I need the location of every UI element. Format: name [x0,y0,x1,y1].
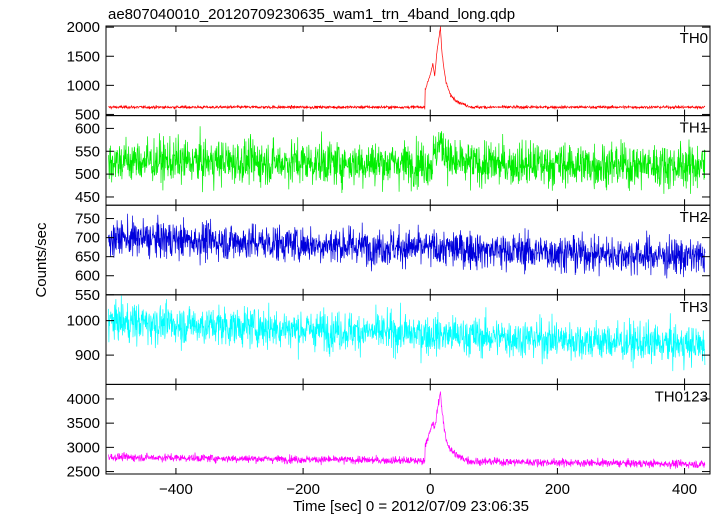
panel-th0: 500 1000 1500 2000 TH0 [67,19,711,123]
y-tick-label: 450 [75,189,100,206]
y-tick-label: 600 [75,120,100,137]
y-tick-label: 500 [75,106,100,123]
panel-label-th3: TH3 [680,299,708,316]
series-line-th0 [108,26,706,111]
x-tick-label: 200 [545,481,570,498]
panel-frame [105,294,711,385]
x-tick-label: −400 [159,481,193,498]
panel-frame [105,383,711,475]
panel-label-th0123: TH0123 [655,388,708,405]
panel-frame [105,25,711,117]
y-tick-label: 750 [75,211,100,228]
x-tick-label: 400 [672,481,697,498]
y-tick-label: 3500 [67,415,100,432]
y-tick-label: 600 [75,268,100,285]
y-tick-label: 550 [75,287,100,304]
series-line-th1 [108,126,706,194]
y-tick-label: 1500 [67,48,100,65]
x-tick-label: 0 [426,481,434,498]
x-tick-label: −200 [286,481,320,498]
y-tick-label: 500 [75,166,100,183]
series-line-th0123 [108,391,706,470]
panel-th1: 450 500 550 600 TH1 [75,115,711,206]
y-tick-label: 1000 [67,77,100,94]
y-axis-label: Counts/sec [33,222,50,298]
y-tick-label: 2500 [67,464,100,481]
panel-label-th1: TH1 [680,120,708,137]
panel-th2: 550 600 650 700 750 TH2 [75,204,711,304]
y-tick-label: 650 [75,249,100,266]
y-tick-label: 4000 [67,391,100,408]
series-line-th2 [108,213,706,279]
x-axis-label: Time [sec] 0 = 2012/07/09 23:06:35 [293,498,529,515]
panel-th3: 900 1000 TH3 [67,294,711,385]
y-tick-label: 700 [75,230,100,247]
panel-th0123: 2500 3000 3500 4000 TH0123 [67,383,711,481]
y-tick-label: 550 [75,143,100,160]
panel-label-th2: TH2 [680,209,708,226]
series-line-th3 [108,295,706,372]
panel-label-th0: TH0 [680,30,708,47]
y-tick-label: 1000 [67,313,100,330]
y-tick-label: 2000 [67,19,100,36]
chart-title: ae807040010_20120709230635_wam1_trn_4ban… [108,6,515,23]
y-tick-label: 3000 [67,439,100,456]
y-tick-label: 900 [75,347,100,364]
